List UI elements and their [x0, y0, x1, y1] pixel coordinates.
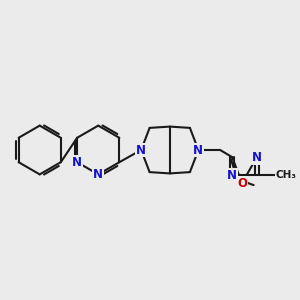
Text: N: N	[93, 168, 103, 181]
Text: CH₃: CH₃	[275, 170, 296, 180]
Text: N: N	[227, 169, 237, 182]
Text: N: N	[194, 143, 203, 157]
Text: N: N	[252, 151, 262, 164]
Text: O: O	[237, 177, 247, 190]
Text: N: N	[72, 156, 82, 169]
Text: N: N	[136, 143, 146, 157]
